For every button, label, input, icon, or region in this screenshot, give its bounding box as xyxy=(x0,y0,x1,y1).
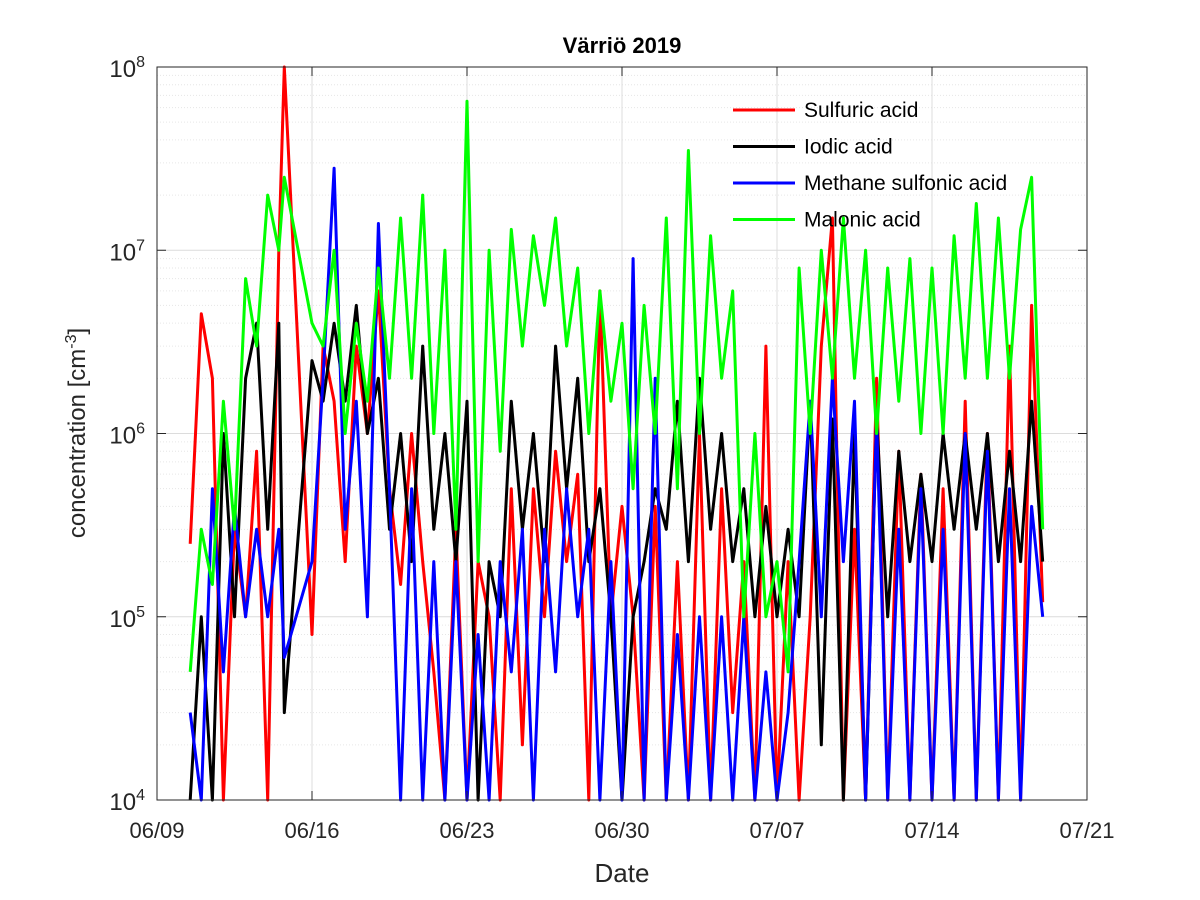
y-tick-label: 107 xyxy=(109,237,145,266)
y-axis-label-superscript: -3 xyxy=(63,334,80,348)
series-line xyxy=(188,99,1045,674)
x-tick-label: 06/09 xyxy=(129,818,184,843)
x-tick-label: 07/14 xyxy=(904,818,959,843)
chart-title: Värriö 2019 xyxy=(563,33,682,58)
x-tick-label: 06/30 xyxy=(594,818,649,843)
x-tick-labels: 06/09 06/16 06/23 06/30 07/07 07/14 07/21 xyxy=(129,818,1114,843)
legend-label: Iodic acid xyxy=(804,136,893,159)
y-tick-base: 10 xyxy=(109,789,136,816)
tick-marks xyxy=(156,66,1088,801)
y-tick-exponent: 4 xyxy=(136,787,145,804)
legend: Sulfuric acid Iodic acid Methane sulfonic … xyxy=(733,99,1007,232)
y-tick-base: 10 xyxy=(109,423,136,450)
y-tick-exponent: 8 xyxy=(136,54,145,71)
y-tick-label: 104 xyxy=(109,787,145,816)
y-axis-label: concentration [cm-3] xyxy=(63,328,91,538)
y-axis-label-close: ] xyxy=(64,328,91,335)
x-tick-label: 06/16 xyxy=(284,818,339,843)
x-axis-label: Date xyxy=(595,858,650,888)
legend-label: Malonic acid xyxy=(804,209,921,232)
series-line xyxy=(188,65,1045,802)
x-tick-label: 07/21 xyxy=(1059,818,1114,843)
y-tick-label: 106 xyxy=(109,421,145,450)
legend-label: Methane sulfonic acid xyxy=(804,172,1007,195)
y-tick-base: 10 xyxy=(109,56,136,83)
y-axis-label-text: concentration [cm xyxy=(64,349,91,538)
y-tick-exponent: 7 xyxy=(136,237,145,254)
y-tick-base: 10 xyxy=(109,606,136,633)
y-tick-exponent: 6 xyxy=(136,421,145,438)
y-tick-label: 108 xyxy=(109,54,145,83)
y-tick-base: 10 xyxy=(109,239,136,266)
x-tick-label: 06/23 xyxy=(439,818,494,843)
y-tick-label: 105 xyxy=(109,604,145,633)
legend-label: Sulfuric acid xyxy=(804,99,918,122)
x-tick-label: 07/07 xyxy=(749,818,804,843)
y-tick-exponent: 5 xyxy=(136,604,145,621)
